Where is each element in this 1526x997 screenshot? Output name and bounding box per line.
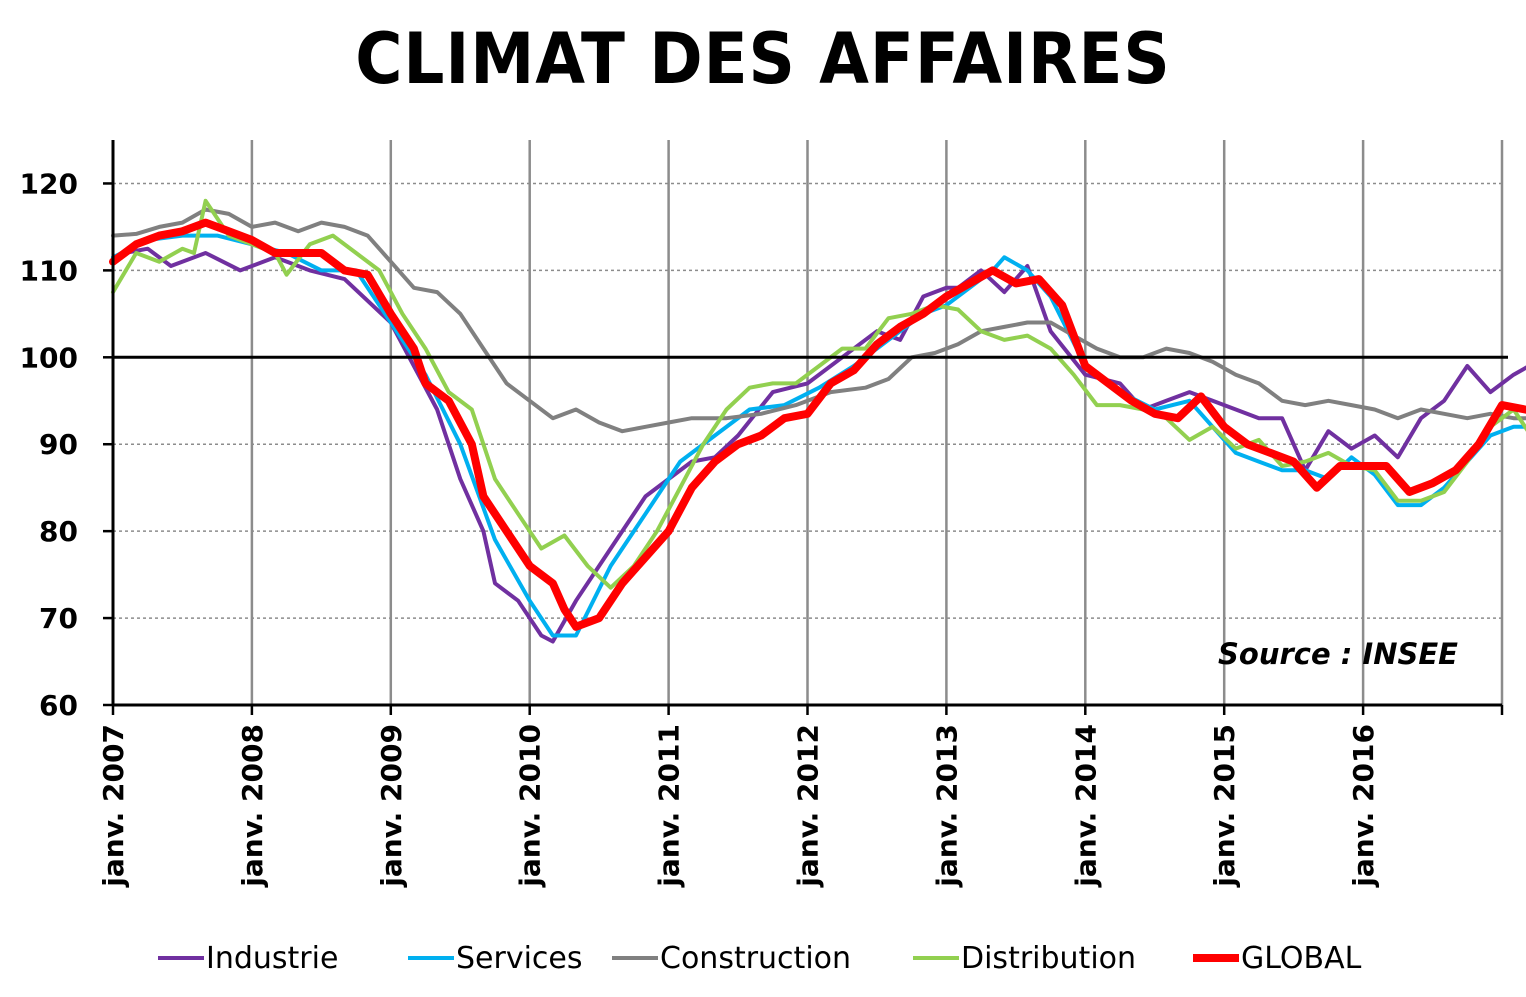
chart-title: CLIMAT DES AFFAIRES xyxy=(355,18,1171,100)
y-tick-label: 60 xyxy=(39,689,78,722)
x-tick-label: janv. 2008 xyxy=(236,724,269,888)
series-line-construction xyxy=(111,207,1526,434)
y-tick-label: 80 xyxy=(39,515,78,548)
y-tick-label: 100 xyxy=(20,341,78,374)
x-tick-label: janv. 2007 xyxy=(97,724,130,888)
x-tick-label: janv. 2011 xyxy=(653,724,686,888)
y-tick-label: 110 xyxy=(20,254,78,287)
series-line-global xyxy=(109,218,1526,631)
x-tick-label: janv. 2010 xyxy=(514,724,547,888)
axis-layer xyxy=(103,140,1508,715)
legend-label-construction: Construction xyxy=(660,941,851,976)
x-tick-label: janv. 2015 xyxy=(1208,724,1241,888)
legend: Industrie Services Construction Distributio… xyxy=(158,941,1362,976)
series-line-services xyxy=(111,233,1526,638)
series-layer xyxy=(109,198,1526,644)
y-tick-label: 90 xyxy=(39,428,78,461)
legend-label-global: GLOBAL xyxy=(1241,941,1362,976)
grid-layer xyxy=(113,140,1504,705)
y-tick-label: 70 xyxy=(39,602,78,635)
legend-label-industrie: Industrie xyxy=(206,941,338,976)
x-tick-label: janv. 2013 xyxy=(930,724,963,888)
series-line-industrie xyxy=(111,246,1526,644)
x-tick-label: janv. 2014 xyxy=(1069,724,1102,888)
source-annotation: Source : INSEE xyxy=(1218,637,1458,671)
y-tick-label: 120 xyxy=(20,167,78,200)
legend-label-distribution: Distribution xyxy=(961,941,1136,976)
x-tick-label: janv. 2009 xyxy=(375,724,408,888)
x-tick-label: janv. 2016 xyxy=(1347,724,1380,888)
label-layer: 60 70 80 90 100 110 120 janv. 2007 janv. 2008 jan… xyxy=(20,167,1381,887)
legend-label-services: Services xyxy=(456,941,583,976)
x-tick-label: janv. 2012 xyxy=(792,724,825,888)
